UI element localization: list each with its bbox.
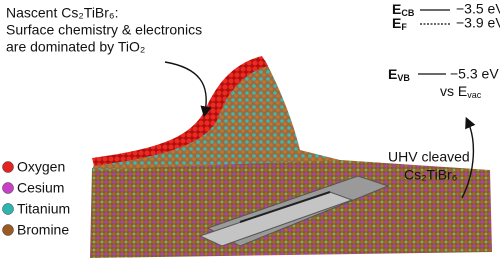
- cleave-line: [239, 191, 331, 223]
- annotation-line: are dominated by TiO₂: [6, 39, 145, 55]
- reference: vs Evac: [440, 83, 482, 101]
- cleave-note: Cs₂TiBr₆: [404, 167, 457, 183]
- arrow: [164, 61, 212, 118]
- legend-label: Cesium: [17, 180, 64, 196]
- energy-levels: ECB −3.5 eV EF −3.9 eV EVB −5.3 eV vs Ev…: [388, 1, 500, 101]
- legend-label: Bromine: [17, 222, 69, 238]
- level-symbol: EF: [392, 15, 407, 33]
- annotation-line: Nascent Cs₂TiBr₆:: [6, 5, 118, 21]
- legend-swatch: [2, 182, 14, 194]
- arrow: [461, 116, 476, 199]
- level-value: −5.3 eV: [450, 66, 499, 82]
- legend-swatch: [2, 161, 14, 173]
- level-value: −3.5 eV: [456, 1, 500, 17]
- legend: Oxygen Cesium Titanium Bromine: [2, 159, 70, 238]
- level-symbol: ECB: [392, 1, 415, 19]
- legend-label: Titanium: [17, 201, 70, 217]
- annotation-line: Surface chemistry & electronics: [6, 22, 202, 38]
- legend-swatch: [2, 224, 14, 236]
- crystal-slab: [90, 56, 492, 258]
- level-symbol: EVB: [388, 66, 410, 84]
- cleave-note: UHV cleaved: [388, 149, 470, 165]
- oxide-surface: [92, 56, 268, 166]
- legend-label: Oxygen: [17, 159, 65, 175]
- legend-swatch: [2, 203, 14, 215]
- level-value: −3.9 eV: [456, 15, 500, 31]
